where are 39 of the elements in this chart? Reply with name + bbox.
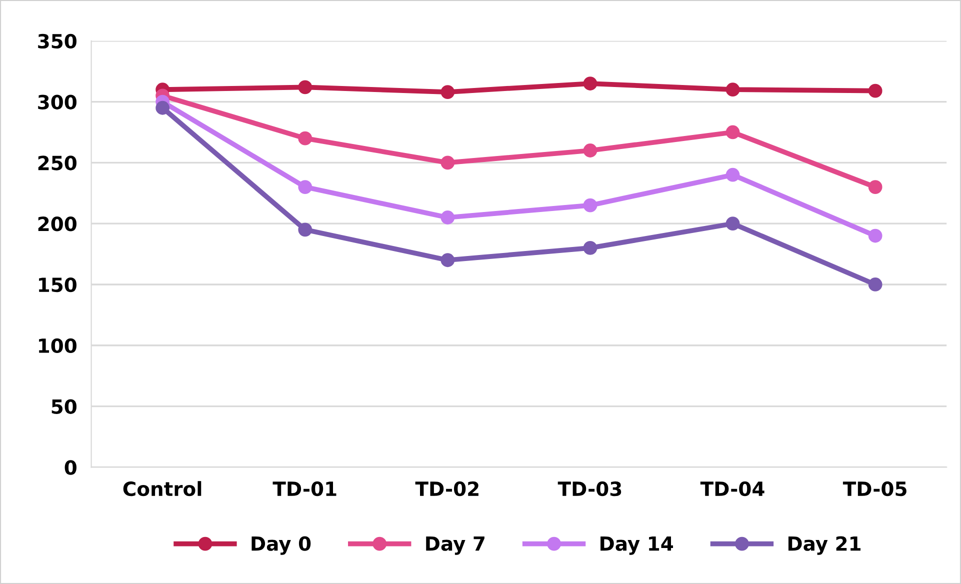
legend-label: Day 7 [426, 536, 484, 555]
point [726, 125, 740, 140]
y-tick-label: 300 [38, 94, 76, 110]
point [868, 228, 882, 243]
point [583, 241, 598, 255]
point [298, 222, 312, 237]
x-tick-label: TD-05 [842, 481, 906, 496]
point [298, 80, 312, 94]
y-tick-label: 150 [39, 277, 76, 292]
point [298, 131, 312, 146]
legend-label: Day 14 [600, 536, 674, 555]
x-tick-label: TD-04 [700, 481, 764, 496]
y-tick-label: 200 [38, 216, 76, 232]
x-tick-label: TD-01 [272, 481, 336, 496]
y-tick-label: 50 [52, 399, 76, 414]
x-tick-label: TD-02 [415, 481, 478, 496]
point [868, 278, 882, 292]
point [726, 168, 740, 182]
legend-label: Day 0 [252, 536, 311, 555]
point [868, 84, 882, 98]
point [440, 85, 455, 99]
y-tick-label: 0 [64, 460, 76, 475]
y-tick-label: 250 [38, 156, 76, 170]
x-tick-label: TD-03 [558, 481, 622, 496]
y-tick-label: 350 [38, 34, 76, 49]
legend-label: Day 21 [788, 536, 860, 555]
point [298, 180, 312, 194]
point [583, 144, 598, 158]
point [868, 180, 882, 194]
point [726, 216, 740, 231]
point [583, 76, 598, 90]
y-tick-label: 100 [39, 338, 76, 354]
point [583, 198, 598, 212]
point [440, 253, 455, 268]
point [156, 100, 170, 115]
point [440, 210, 455, 224]
point [440, 156, 455, 170]
point [726, 82, 740, 97]
x-tick-label: Control [123, 481, 202, 496]
